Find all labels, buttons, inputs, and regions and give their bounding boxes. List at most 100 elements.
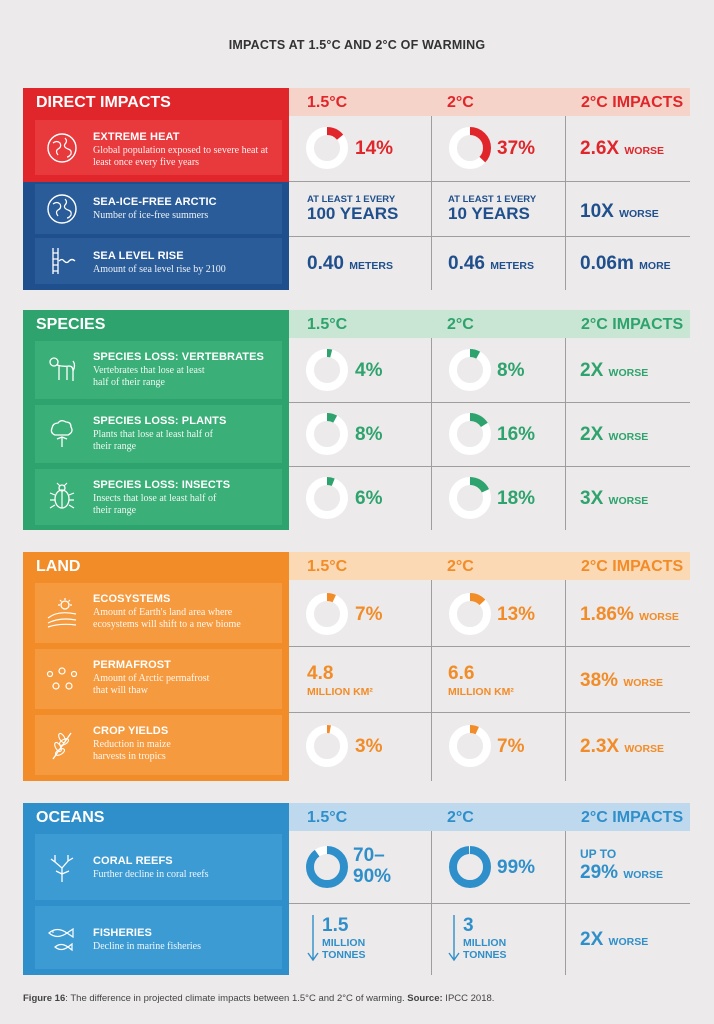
impact-number: 2X xyxy=(580,360,604,381)
donut-arc xyxy=(449,593,491,635)
divider xyxy=(289,181,690,182)
value-2: 13% xyxy=(497,604,536,625)
value-2: 6.6 xyxy=(448,663,475,684)
impact-word: WORSE xyxy=(619,208,659,220)
value-1-5: 0.40 METERS xyxy=(307,253,393,275)
value-1-5-line2: 90% xyxy=(353,866,392,887)
impact-value: 29% WORSE xyxy=(580,862,663,884)
impact-number: 2.3X xyxy=(580,736,620,757)
land-header: LAND 1.5°C 2°C 2°C IMPACTS xyxy=(23,552,690,580)
wheat-icon xyxy=(52,732,72,760)
row-title: SEA-ICE-FREE ARCTIC xyxy=(93,196,217,208)
impact-value: 2X WORSE xyxy=(580,360,648,382)
col-impacts-header: 2°C IMPACTS xyxy=(581,809,684,826)
col-2-header: 2°C xyxy=(447,316,474,333)
donut-track xyxy=(449,349,491,391)
value-1-5: 3% xyxy=(355,736,383,757)
donut-arc xyxy=(449,349,491,391)
donut-track xyxy=(306,477,348,519)
impact-number: 2.6X xyxy=(580,138,620,159)
divider xyxy=(289,646,690,647)
impact-word: WORSE xyxy=(639,611,679,623)
row-description: Further decline in coral reefs xyxy=(93,869,209,880)
divider xyxy=(565,116,566,290)
row-inner: ECOSYSTEMS Amount of Earth's land area w… xyxy=(35,583,282,643)
donut-chart xyxy=(449,413,491,455)
sun-field-icon xyxy=(47,598,77,628)
caption-text: : The difference in projected climate im… xyxy=(65,993,408,1004)
donut-chart xyxy=(449,846,491,888)
sea-level-icon xyxy=(52,248,76,274)
donut-chart xyxy=(306,846,348,888)
donut-chart xyxy=(449,477,491,519)
row-ecosystems: ECOSYSTEMS Amount of Earth's land area w… xyxy=(23,580,289,646)
value-2: 16% xyxy=(497,424,536,445)
row-fisheries: FISHERIES Decline in marine fisheries xyxy=(23,903,289,975)
row-description: Decline in marine fisheries xyxy=(93,941,202,952)
value-2: 99% xyxy=(497,857,536,878)
down-arrow-icon xyxy=(307,915,319,962)
row-title: FISHERIES xyxy=(93,927,152,939)
impact-number: 0.06m xyxy=(580,253,634,274)
impact-word: WORSE xyxy=(623,677,663,689)
row-description: Vertebrates that lose at least half of t… xyxy=(93,365,205,388)
donut-arc xyxy=(306,725,348,767)
impact-word: WORSE xyxy=(608,367,649,379)
value-1-5: 4.8 xyxy=(307,663,334,684)
impact-number: 29% xyxy=(580,862,619,883)
impact-word: MORE xyxy=(639,260,671,272)
row-title: CORAL REEFS xyxy=(93,855,173,867)
donut-track xyxy=(306,725,348,767)
impact-value: 3X WORSE xyxy=(580,488,648,510)
value-1-5: 1.5 xyxy=(322,915,349,936)
donut-track xyxy=(306,593,348,635)
value-2: 0.46 METERS xyxy=(448,253,534,275)
donut-arc xyxy=(449,725,491,767)
divider xyxy=(289,903,690,904)
impact-value: 2X WORSE xyxy=(580,929,648,951)
value-number: 0.46 xyxy=(448,253,485,274)
section-species: SPECIES 1.5°C 2°C 2°C IMPACTS SPECIES LO… xyxy=(23,310,690,530)
down-arrow-icon xyxy=(448,915,460,962)
donut-arc xyxy=(306,846,348,888)
dots-icon xyxy=(46,667,78,690)
row-inner: EXTREME HEAT Global population exposed t… xyxy=(35,120,282,175)
row-permafrost: PERMAFROST Amount of Arctic permafrost t… xyxy=(23,646,289,712)
row-description: Insects that lose at least half of their… xyxy=(93,493,217,516)
row-inner: SEA LEVEL RISE Amount of sea level rise … xyxy=(35,238,282,284)
donut-chart xyxy=(306,413,348,455)
impact-word: WORSE xyxy=(608,431,649,443)
row-inner: SEA-ICE-FREE ARCTIC Number of ice-free s… xyxy=(35,184,282,234)
divider xyxy=(289,712,690,713)
row-inner: CORAL REEFS Further decline in coral ree… xyxy=(35,834,282,900)
donut-arc xyxy=(449,127,491,169)
value-1-5-line1: 70– xyxy=(353,845,385,866)
value-2: 37% xyxy=(497,138,536,159)
col-impacts-header: 2°C IMPACTS xyxy=(581,316,684,333)
figure-caption: Figure 16: The difference in projected c… xyxy=(23,993,494,1004)
row-inner: SPECIES LOSS: PLANTS Plants that lose at… xyxy=(35,405,282,463)
row-inner: PERMAFROST Amount of Arctic permafrost t… xyxy=(35,649,282,709)
row-crop-yields: CROP YIELDS Reduction in maize harvests … xyxy=(23,712,289,781)
donut-chart xyxy=(306,593,348,635)
donut-track xyxy=(306,349,348,391)
row-sea-ice-free-arctic: SEA-ICE-FREE ARCTIC Number of ice-free s… xyxy=(23,182,289,236)
oceans-header: OCEANS 1.5°C 2°C 2°C IMPACTS xyxy=(23,803,690,831)
coral-icon xyxy=(50,855,74,882)
donut-chart xyxy=(306,725,348,767)
row-description: Global population exposed to severe heat… xyxy=(93,145,268,168)
page-title: IMPACTS AT 1.5°C AND 2°C OF WARMING xyxy=(228,38,486,52)
impact-word: WORSE xyxy=(624,145,665,157)
impact-value: 38% WORSE xyxy=(580,670,663,692)
impact-number: 10X xyxy=(580,201,614,222)
value-1-5: 14% xyxy=(355,138,394,159)
section-title: DIRECT IMPACTS xyxy=(23,88,289,116)
divider xyxy=(565,338,566,530)
row-inner: CROP YIELDS Reduction in maize harvests … xyxy=(35,715,282,775)
donut-arc xyxy=(306,593,348,635)
section-title: OCEANS xyxy=(36,809,105,826)
col-2-header: 2°C xyxy=(447,809,474,826)
row-description: Reduction in maize harvests in tropics xyxy=(93,739,171,762)
divider xyxy=(431,116,432,290)
impact-number: 3X xyxy=(580,488,604,509)
